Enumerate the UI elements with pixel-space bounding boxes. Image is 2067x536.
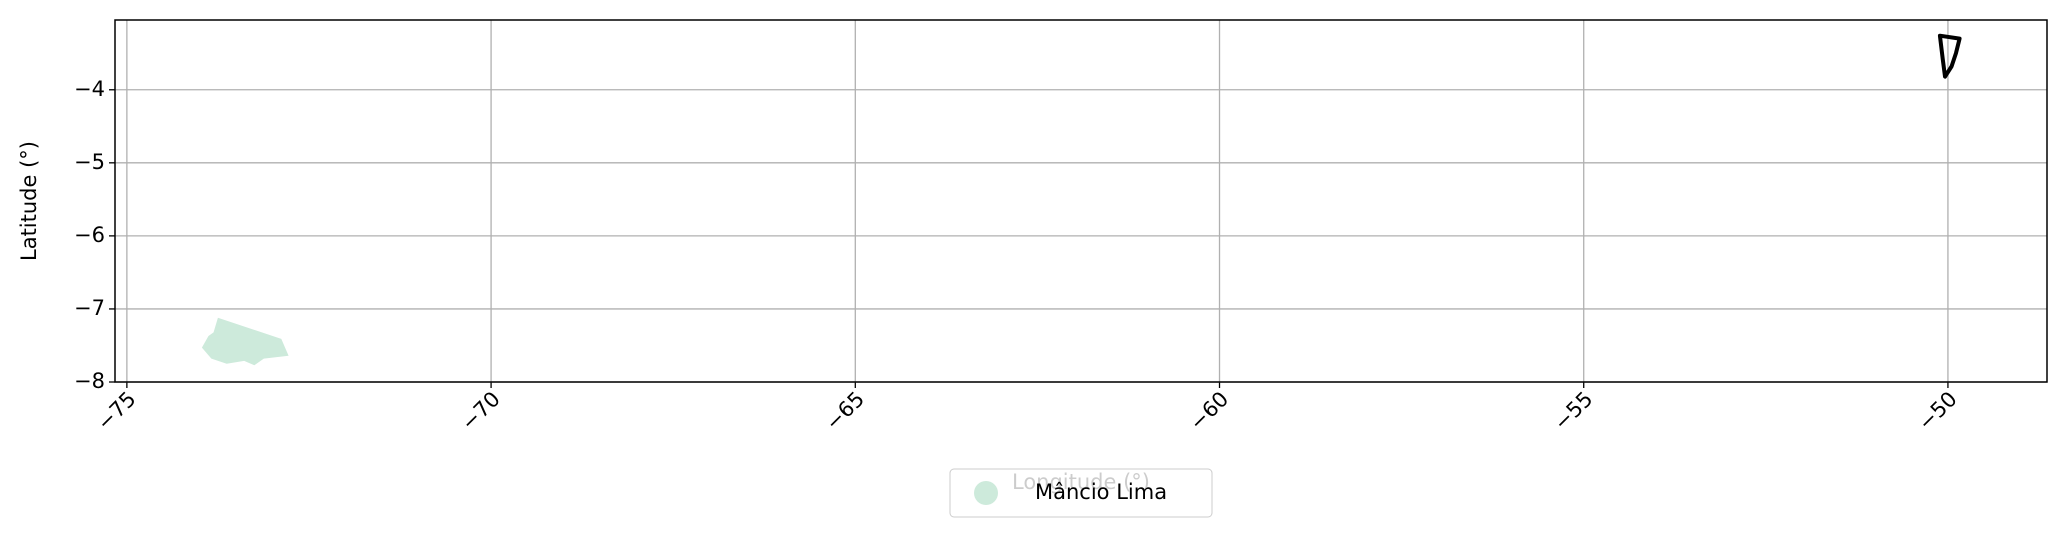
y-tick-label: −5 [74, 150, 105, 174]
y-tick-label: −4 [74, 77, 105, 101]
legend: Mâncio Lima [949, 468, 1213, 518]
x-tick-label: −55 [1549, 387, 1597, 435]
y-tick-label: −8 [74, 369, 105, 393]
y-tick-label: −6 [74, 223, 105, 247]
x-tick-label: −50 [1913, 387, 1961, 435]
x-tick-label: −75 [92, 387, 140, 435]
x-tick-label: −60 [1185, 387, 1233, 435]
x-tick-label: −70 [457, 387, 505, 435]
y-axis-label: Latitude (°) [17, 141, 41, 261]
region [201, 317, 289, 366]
y-tick-label: −7 [74, 296, 105, 320]
legend-label: Mâncio Lima [1035, 480, 1167, 504]
x-tick-label: −65 [821, 387, 869, 435]
region [1937, 33, 1962, 79]
legend-marker [974, 481, 998, 505]
legend-box [949, 468, 1213, 518]
plot-frame [114, 19, 2048, 383]
